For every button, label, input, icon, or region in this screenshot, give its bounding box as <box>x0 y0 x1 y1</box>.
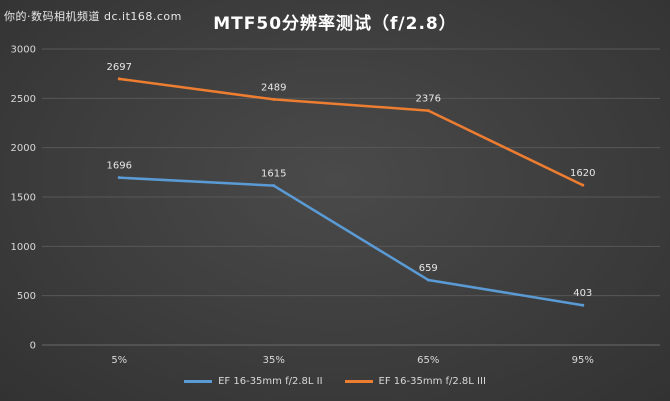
series-1-data-label-2: 659 <box>419 263 438 274</box>
series-1-point-0 <box>117 176 121 180</box>
legend-item-series-2: EF 16-35mm f/2.8L III <box>344 376 486 387</box>
y-tick-label-4: 2000 <box>11 143 36 154</box>
series-2-data-label-3: 1620 <box>570 168 595 179</box>
series-line-2 <box>118 77 584 187</box>
series-line-1 <box>118 176 584 307</box>
legend-swatch-series-2 <box>344 380 373 383</box>
series-2-point-1 <box>272 97 276 101</box>
y-tick-label-0: 0 <box>30 341 36 352</box>
x-tick-label-1: 35% <box>263 355 285 366</box>
series-1-point-2 <box>426 278 430 282</box>
chart-title: MTF50分辨率测试（f/2.8） <box>213 14 457 34</box>
y-tick-label-6: 3000 <box>11 45 36 56</box>
series-1-point-1 <box>272 184 276 188</box>
watermark-text: 你的·数码相机频道 dc.it168.com <box>4 10 182 23</box>
y-tick-label-5: 2500 <box>11 94 36 105</box>
y-tick-label-3: 1500 <box>11 193 36 204</box>
x-tick-label-3: 95% <box>572 355 594 366</box>
legend: EF 16-35mm f/2.8L II EF 16-35mm f/2.8L I… <box>0 376 670 387</box>
x-tick-label-2: 65% <box>417 355 439 366</box>
series-1-data-label-1: 1615 <box>261 169 286 180</box>
series-1-data-label-0: 1696 <box>107 161 132 172</box>
legend-label-series-1: EF 16-35mm f/2.8L II <box>218 376 323 387</box>
series-1-data-label-3: 403 <box>573 288 592 299</box>
y-tick-label-1: 500 <box>17 291 36 302</box>
series-2-data-label-0: 2697 <box>107 62 132 73</box>
series-2-point-2 <box>426 109 430 113</box>
legend-swatch-series-1 <box>184 380 213 383</box>
series-2-data-label-1: 2489 <box>261 82 286 93</box>
legend-label-series-2: EF 16-35mm f/2.8L III <box>378 376 486 387</box>
series-1-point-3 <box>581 303 585 307</box>
series-2-data-label-2: 2376 <box>416 94 441 105</box>
legend-item-series-1: EF 16-35mm f/2.8L II <box>184 376 323 387</box>
x-tick-label-0: 5% <box>111 355 127 366</box>
y-tick-label-2: 1000 <box>11 242 36 253</box>
series-2-point-3 <box>581 183 585 187</box>
series-2-point-0 <box>117 77 121 81</box>
